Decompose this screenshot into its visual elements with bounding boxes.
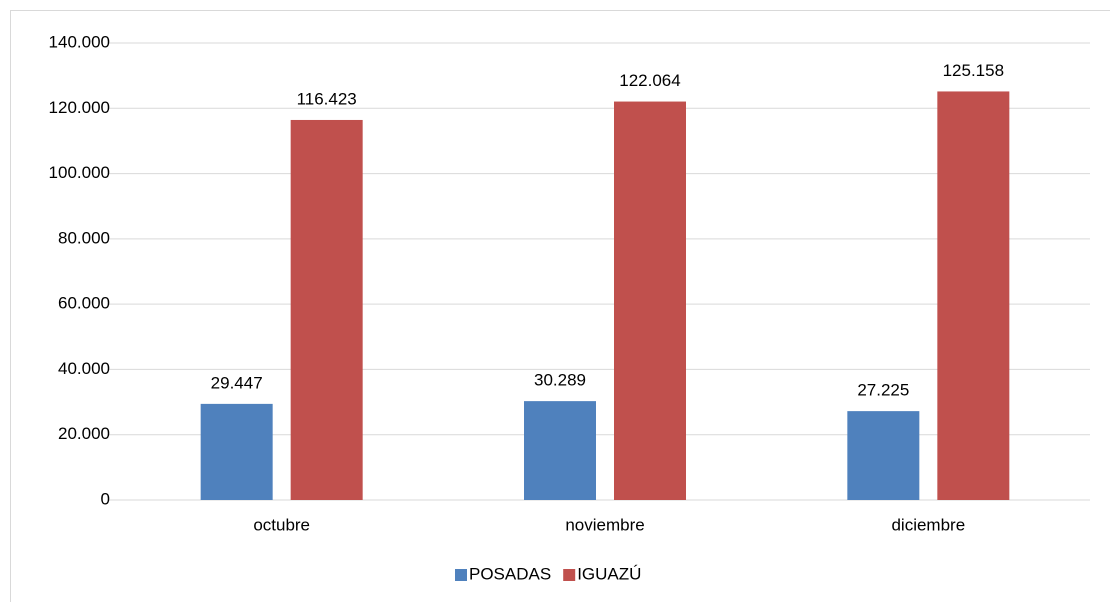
- value-label: 27.225: [857, 381, 909, 400]
- x-tick-label: octubre: [253, 515, 310, 534]
- bar: [937, 91, 1010, 500]
- y-tick-label: 20.000: [58, 424, 110, 443]
- bar: [290, 119, 363, 500]
- bar: [614, 101, 686, 501]
- x-tick-label: diciembre: [891, 515, 965, 534]
- value-label: 29.447: [211, 373, 263, 392]
- bar: [200, 403, 273, 500]
- legend-label: IGUAZÚ: [577, 564, 641, 583]
- y-tick-label: 80.000: [58, 228, 110, 247]
- bar: [847, 411, 920, 500]
- y-tick-label: 60.000: [58, 294, 110, 313]
- y-tick-label: 120.000: [49, 98, 110, 117]
- value-label: 30.289: [534, 371, 586, 390]
- x-tick-label: noviembre: [565, 515, 644, 534]
- legend-swatch: [563, 569, 576, 581]
- y-tick-label: 0: [101, 489, 110, 508]
- legend-swatch: [455, 569, 467, 581]
- y-tick-label: 100.000: [49, 163, 110, 182]
- value-label: 122.064: [619, 71, 680, 90]
- bar: [524, 401, 596, 500]
- value-label: 125.158: [943, 61, 1004, 80]
- y-tick-label: 40.000: [58, 359, 110, 378]
- value-label: 116.423: [297, 89, 357, 108]
- legend-label: POSADAS: [469, 564, 551, 583]
- chart-border: [10, 10, 1110, 602]
- y-tick-label: 140.000: [49, 32, 110, 51]
